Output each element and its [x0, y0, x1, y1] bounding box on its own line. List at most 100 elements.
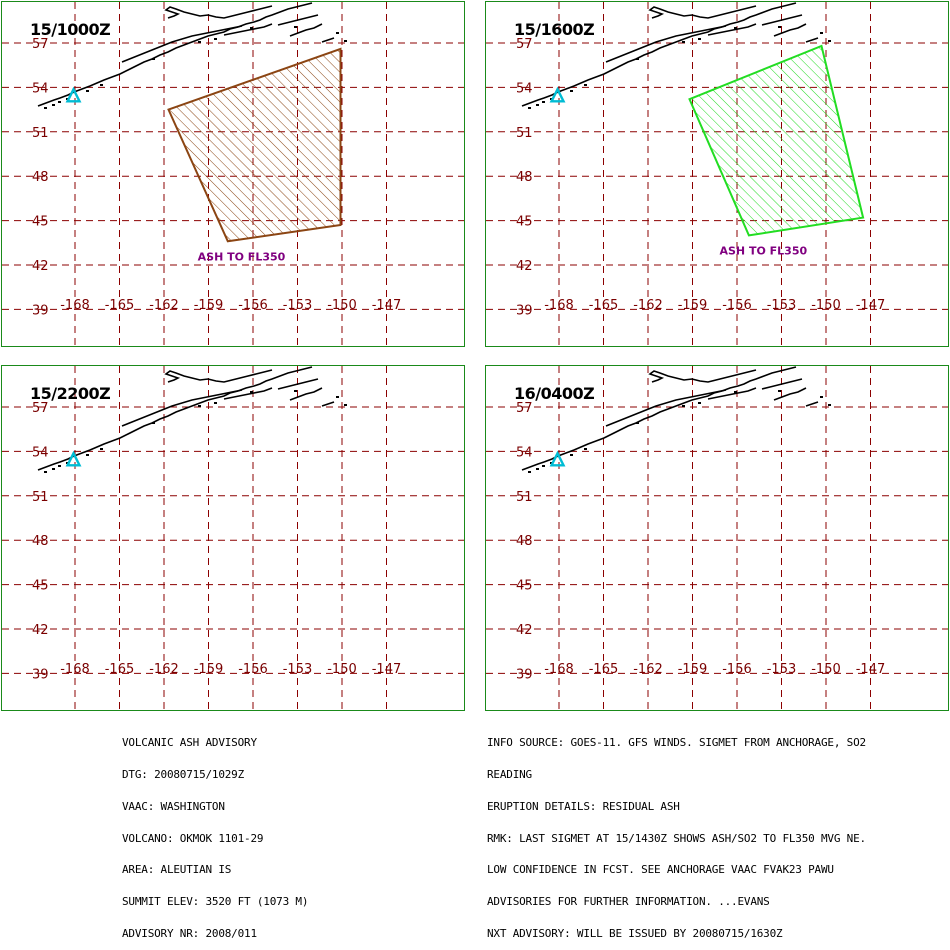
forecast-panel-3: 57 54 51 48 45 42 39 -168 -165 -162 -159 -156 -153 -1…	[1, 365, 465, 711]
latitude-label: 57	[516, 401, 533, 416]
forecast-panel-1: ASH TO FL350 57 54 51 48 45 42 39 -168 -165 -162 -1…	[1, 1, 465, 347]
map-canvas: 57 54 51 48 45 42 39 -168 -165 -162 -159 -156 -153 -1…	[486, 366, 948, 710]
island	[86, 454, 89, 456]
latitude-label: 48	[32, 534, 49, 549]
volcano-icon	[549, 86, 566, 103]
island	[58, 101, 61, 103]
ash-altitude-label: ASH TO FL350	[198, 250, 286, 263]
coastline	[605, 25, 727, 63]
ash-altitude-label: ASH TO FL350	[719, 244, 807, 257]
island	[214, 38, 217, 40]
coastline	[761, 14, 803, 26]
longitude-label: -168	[60, 298, 90, 313]
island	[344, 404, 347, 406]
island	[570, 454, 573, 456]
forecast-panel-4: 57 54 51 48 45 42 39 -168 -165 -162 -159 -156 -153 -1…	[485, 365, 949, 711]
coastline	[164, 5, 273, 19]
island	[344, 40, 347, 42]
latitude-label: 48	[516, 170, 533, 185]
island	[734, 27, 737, 29]
island	[536, 468, 539, 470]
latitude-label: 54	[516, 81, 533, 96]
latitude-label: 39	[32, 303, 49, 318]
map-canvas: ASH TO FL350 57 54 51 48 45 42 39 -168 -165 -162 -1…	[486, 2, 948, 346]
longitude-label: -156	[722, 298, 752, 313]
longitude-label: -147	[856, 298, 886, 313]
advisory-line: DTG: 20080715/1029Z	[122, 767, 245, 781]
longitude-label: -162	[149, 298, 179, 313]
coastline	[648, 369, 757, 383]
island	[100, 84, 103, 86]
island	[198, 405, 201, 407]
volcano-icon	[65, 450, 82, 467]
latitude-label: 39	[516, 303, 533, 318]
coastline	[605, 389, 727, 427]
forecast-panel-2: ASH TO FL350 57 54 51 48 45 42 39 -168 -165 -162 -1…	[485, 1, 949, 347]
longitude-label: -168	[60, 662, 90, 677]
coastline	[521, 366, 797, 471]
longitude-label: -153	[283, 298, 313, 313]
advisory-line: ADVISORIES FOR FURTHER INFORMATION. ...E…	[487, 895, 770, 909]
coastline	[223, 23, 273, 36]
longitude-label: -150	[327, 298, 357, 313]
island	[528, 107, 531, 109]
island	[734, 391, 737, 393]
ash-cloud-polygon	[167, 47, 342, 243]
longitude-label: -153	[283, 662, 313, 677]
coastline	[773, 387, 807, 401]
island	[820, 32, 823, 34]
longitude-label: -150	[811, 298, 841, 313]
longitude-label: -168	[544, 298, 574, 313]
longitude-label: -150	[327, 662, 357, 677]
island	[584, 84, 587, 86]
island	[820, 396, 823, 398]
coastline	[805, 401, 819, 407]
advisory-line: SUMMIT ELEV: 3520 FT (1073 M)	[122, 895, 309, 909]
longitude-label: -153	[767, 298, 797, 313]
latitude-label: 45	[32, 215, 49, 230]
coastline	[289, 387, 323, 401]
latitude-label: 42	[32, 259, 49, 274]
longitude-label: -162	[149, 662, 179, 677]
longitude-label: -165	[589, 298, 619, 313]
longitude-label: -159	[194, 662, 224, 677]
longitude-label: -162	[633, 298, 663, 313]
island	[682, 41, 685, 43]
coastline	[37, 366, 313, 471]
coastline	[321, 37, 335, 43]
coastline	[121, 389, 243, 427]
island	[698, 38, 701, 40]
coastline	[648, 5, 757, 19]
longitude-label: -165	[105, 298, 135, 313]
latitude-label: 42	[32, 623, 49, 638]
island	[214, 402, 217, 404]
island	[250, 27, 253, 29]
latitude-label: 45	[516, 579, 533, 594]
coastline	[805, 37, 819, 43]
coastline	[521, 2, 797, 107]
advisory-line: ADVISORY NR: 2008/011	[122, 926, 257, 940]
longitude-label: -165	[105, 662, 135, 677]
map-canvas: 57 54 51 48 45 42 39 -168 -165 -162 -159 -156 -153 -1…	[2, 366, 464, 710]
island	[294, 26, 297, 28]
latitude-label: 39	[32, 667, 49, 682]
latitude-label: 39	[516, 667, 533, 682]
island	[294, 390, 297, 392]
latitude-label: 51	[32, 126, 49, 141]
coastline	[164, 369, 273, 383]
island	[198, 41, 201, 43]
island	[542, 465, 545, 467]
latitude-label: 57	[32, 401, 49, 416]
latitude-label: 48	[516, 534, 533, 549]
island	[336, 396, 339, 398]
longitude-label: -150	[811, 662, 841, 677]
latitude-label: 45	[516, 215, 533, 230]
island	[778, 390, 781, 392]
island	[152, 422, 155, 424]
longitude-label: -156	[238, 298, 268, 313]
latitude-label: 42	[516, 259, 533, 274]
island	[336, 32, 339, 34]
island	[100, 448, 103, 450]
island	[636, 58, 639, 60]
longitude-label: -147	[372, 298, 402, 313]
